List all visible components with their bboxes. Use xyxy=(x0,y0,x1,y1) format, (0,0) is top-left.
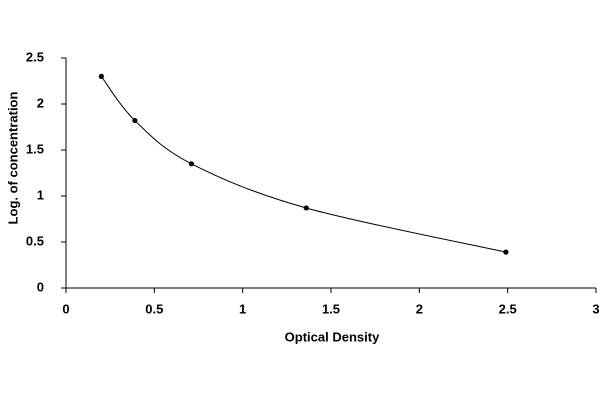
curve xyxy=(100,76,507,253)
y-tick-label: 1 xyxy=(37,187,44,202)
y-tick-label: 1.5 xyxy=(26,141,44,156)
x-tick-label: 2.5 xyxy=(499,301,517,316)
point xyxy=(98,73,104,79)
point xyxy=(188,161,195,167)
y-tick-label: 0.5 xyxy=(26,233,44,248)
x-tick-label: 3 xyxy=(592,301,599,316)
y-tick-label: 2.5 xyxy=(26,49,44,64)
y-tick-label: 0 xyxy=(37,279,44,294)
y-axis-label: Log. of concentration xyxy=(5,92,20,225)
x-tick-label: 1 xyxy=(239,301,246,316)
point xyxy=(132,117,138,124)
point xyxy=(503,249,509,255)
x-tick-label: 1.5 xyxy=(322,301,340,316)
x-tick-label: 0.5 xyxy=(145,301,163,316)
point xyxy=(303,205,309,211)
y-tick-label: 2 xyxy=(37,95,44,110)
x-tick-label: 2 xyxy=(416,301,423,316)
x-tick-label: 0 xyxy=(62,301,69,316)
x-axis-label: Optical Density xyxy=(285,329,380,344)
